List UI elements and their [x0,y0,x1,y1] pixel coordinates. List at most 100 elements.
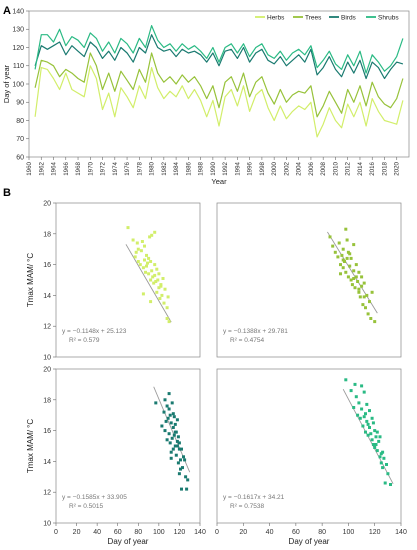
scatter-point [374,435,378,439]
y-tick-label: 140 [12,8,24,15]
y-tick-label: 60 [16,154,24,161]
y-tick-label: 80 [16,118,24,125]
scatter-point [136,247,140,251]
scatter-point [362,281,366,285]
x-tick-label: 140 [395,529,407,536]
scatter-point [144,270,147,274]
series-line-herbs [34,65,404,138]
scatter-point [358,416,362,420]
plot-frame [55,368,201,524]
regression-equation: y = −0.1388x + 29.781 [223,328,288,335]
scatter-point [133,255,137,259]
scatter-point [386,472,390,476]
r-squared-label: R² = 0.7538 [230,503,265,510]
y-tick-label: 18 [43,397,51,404]
scatter-point [167,407,171,411]
scatter-point [143,244,146,248]
scatter-point [162,301,166,305]
scatter-point [371,443,375,446]
plot-frame [216,368,402,524]
scatter-point [360,407,364,411]
scatter-point [341,258,345,262]
y-tick-label: 10 [43,521,51,528]
x-axis-title: Year [211,177,227,186]
scatter-point [370,438,374,442]
scatter-point [366,433,370,437]
scatter-point [168,413,172,417]
y-tick-label: 16 [43,262,51,269]
scatter-point [149,278,153,282]
scatter-point [375,449,379,453]
scatter-point [339,272,342,276]
scatter-point [147,256,151,260]
y-tick-label: 14 [43,293,51,300]
r-squared-label: R² = 0.579 [69,337,100,344]
scatter-point [176,461,180,465]
scatter-point [373,446,377,449]
y-tick-label: 120 [12,45,24,52]
x-tick-label: 2006 [308,161,315,175]
scatter-point [157,286,161,290]
scatter-point [141,292,145,296]
scatter-point [360,384,364,388]
scatter-point [341,266,345,270]
scatter-point [180,487,183,491]
scatter-point [169,456,173,460]
x-tick-label: 20 [239,529,247,536]
scatter-point [356,413,360,417]
scatter-point [350,283,354,287]
x-tick-label: 1998 [259,161,266,175]
scatter-panel-herbs: 10 12 14 16 18 20 Tmax MAM/ °C y = −0.1148x + 2… [26,201,201,362]
legend-label-shrubs: Shrubs [378,14,399,21]
scatter-point [349,389,353,393]
scatter-point [175,418,179,422]
series-line-shrubs [34,25,404,74]
scatter-point [353,382,357,386]
x-tick-label: 1968 [75,161,82,175]
scatter-point [135,241,139,245]
scatter-point [361,303,365,307]
r-squared-label: R² = 0.4754 [230,337,265,344]
x-tick-label: 120 [369,529,381,536]
scatter-point [357,270,361,274]
y-tick-label: 110 [13,63,24,70]
scatter-point [184,475,188,479]
scatter-point [366,312,370,316]
panel-a-letter: A [3,5,11,17]
scatter-point [370,290,374,294]
scatter-point [159,283,163,287]
scatter-point [169,450,173,454]
panel-a-line-chart: 60 70 80 90 100 110 120 130 140 1960 1962 1964 1966 1… [2,8,410,186]
scatter-point [366,422,370,426]
scatter-point [163,287,167,291]
scatter-point [354,395,358,399]
scatter-point [375,430,379,434]
x-tick-label: 40 [266,529,274,536]
x-tick-label: 1996 [247,161,254,175]
scatter-point [182,455,185,459]
x-tick-label: 60 [114,529,122,536]
x-tick-label: 1978 [136,161,143,175]
scatter-point [153,230,157,234]
x-tick-label: 2008 [320,161,327,175]
x-tick-label: 2000 [271,161,278,175]
y-tick-label: 20 [43,367,51,374]
scatter-point [357,401,361,405]
scatter-point [362,390,366,394]
x-tick-label: 1982 [161,161,168,175]
scatter-point [360,284,364,288]
scatter-point [164,419,168,423]
y-tick-label: 90 [16,100,24,107]
scatter-point [165,438,169,442]
scatter-point [136,260,140,263]
scatter-point [148,235,152,239]
series-line-birds [34,34,404,80]
scatter-point [328,235,332,239]
scatter-point [340,253,344,257]
x-tick-label: 1990 [210,161,217,175]
x-tick-label: 0 [215,529,219,536]
scatter-point [362,295,366,299]
scatter-point [153,263,157,267]
scatter-point [160,424,164,428]
scatter-point [145,264,148,268]
